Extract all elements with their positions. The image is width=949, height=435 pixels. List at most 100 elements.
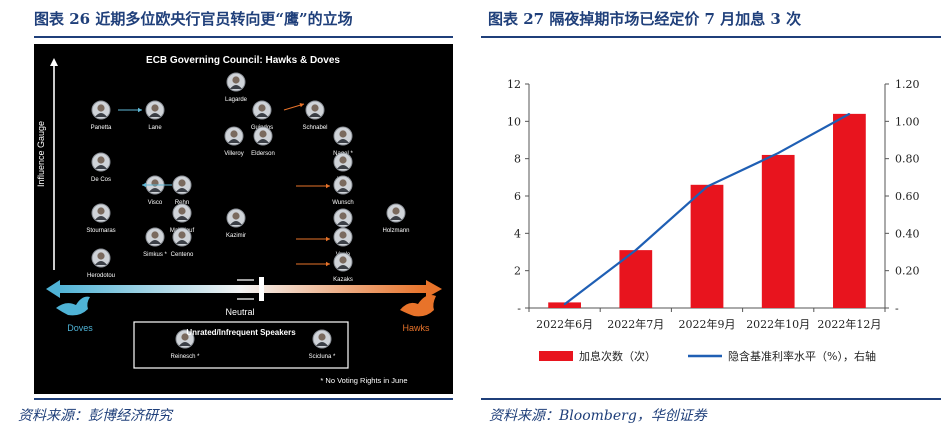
portrait-body: [337, 265, 349, 269]
member-name: Schnabel: [302, 125, 327, 131]
portrait-head: [339, 231, 347, 239]
spectrum-left-arrowhead: [46, 280, 60, 298]
left-source: 资料来源：彭博经济研究: [18, 408, 172, 424]
chart-legend: 加息次数（次） 隐含基准利率水平（%），右轴: [539, 349, 876, 363]
member-name: De Cos: [91, 177, 111, 183]
portrait-head: [339, 156, 347, 164]
bar: [833, 113, 866, 308]
portrait-head: [178, 207, 186, 215]
member-name: Stournaras: [86, 228, 115, 234]
member-name: Kazaks: [333, 277, 353, 283]
left-tick-label: -: [517, 302, 521, 315]
portrait-body: [179, 342, 191, 346]
member-kazaks: Kazaks: [333, 252, 353, 283]
influence-axis-label: Influence Gauge: [36, 121, 46, 187]
left-title-rule: [34, 36, 453, 38]
portrait-body: [256, 113, 268, 117]
right-panel-title: 图表 27 隔夜掉期市场已经定价 7 月加息 3 次: [488, 10, 802, 28]
portrait-body: [95, 165, 107, 169]
movement-arrows: [118, 103, 330, 267]
portrait-body: [230, 85, 242, 89]
member-name: Lane: [148, 125, 162, 131]
member-centeno: Centeno: [171, 227, 194, 258]
unrated-speakers-box: [133, 321, 349, 369]
member-name: Reinesch *: [170, 354, 200, 360]
ecb-hawks-doves-figure: ECB Governing Council: Hawks & Doves Inf…: [34, 44, 453, 394]
member-name: Panetta: [91, 125, 112, 131]
movement-arrowhead: [299, 103, 304, 108]
portrait-head: [97, 207, 105, 215]
portrait-body: [337, 188, 349, 192]
member-lagarde: Lagarde: [225, 72, 248, 103]
portrait-body: [149, 188, 161, 192]
x-tick-label: 2022年6月: [536, 317, 593, 331]
member-wunsch: Wunsch: [332, 175, 354, 206]
spectrum-bar: [56, 285, 426, 293]
portrait-body: [228, 139, 240, 143]
legend-bar-swatch: [539, 351, 573, 361]
portrait-body: [230, 221, 242, 225]
member-name: Wunsch: [332, 200, 354, 206]
left-tick-label: 8: [514, 153, 521, 166]
portrait-head: [258, 104, 266, 112]
portrait-head: [97, 156, 105, 164]
right-tick-label: 0.80: [895, 153, 920, 166]
member-name: Holzmann: [382, 228, 409, 234]
line-series: [563, 112, 851, 306]
portrait-body: [309, 113, 321, 117]
rate-hike-chart: - 2 4 6 8 10 12 - 0.20 0.40 0.60 0.80 1.00 1.20 2022年6…: [507, 78, 920, 363]
legend-bar-label: 加息次数（次）: [579, 349, 656, 363]
right-tick-label: 1.00: [895, 115, 920, 128]
right-bottom-rule: [481, 398, 941, 400]
portrait-body: [95, 216, 107, 220]
line-point: [706, 185, 708, 188]
member-name: Elderson: [251, 151, 275, 157]
x-tick-label: 2022年7月: [607, 317, 664, 331]
right-tick-label: 0.40: [895, 227, 920, 240]
portrait-head: [318, 333, 326, 341]
portrait-head: [339, 179, 347, 187]
member-visco: Visco: [145, 175, 165, 206]
unrated-box-title: Unrated/Infrequent Speakers: [186, 328, 296, 337]
doves-label: Doves: [67, 323, 93, 333]
movement-arrowhead: [138, 107, 142, 113]
member-elderson: Elderson: [251, 126, 275, 157]
portrait-head: [339, 212, 347, 220]
portrait-head: [259, 130, 267, 138]
figure-heading: ECB Governing Council: Hawks & Doves: [146, 55, 340, 66]
member-knot: Knot: [333, 152, 353, 183]
member-name: Kazimir: [226, 233, 246, 239]
member-villeroy: Villeroy: [224, 126, 244, 157]
legend-line-label: 隐含基准利率水平（%），右轴: [728, 349, 876, 363]
portrait-head: [339, 256, 347, 264]
neutral-label: Neutral: [225, 307, 254, 317]
portrait-head: [232, 212, 240, 220]
portrait-body: [337, 221, 349, 225]
member-name: Scicluna *: [309, 354, 336, 360]
movement-arrowhead: [326, 236, 330, 242]
neutral-marker: [259, 277, 264, 301]
voting-footnote: * No Voting Rights in June: [320, 376, 407, 385]
movement-arrowhead: [326, 261, 330, 267]
x-tick-label: 2022年10月: [746, 317, 810, 331]
member-scicluna: Scicluna *: [309, 329, 336, 360]
member-name: Simkus *: [143, 252, 167, 258]
left-tick-label: 6: [514, 190, 521, 203]
line-point: [563, 303, 566, 306]
line-point: [777, 152, 779, 154]
left-tick-label: 12: [507, 78, 521, 91]
member-stournaras: Stournaras: [86, 203, 116, 234]
member-name: Herodotou: [87, 273, 115, 279]
member-name: Villeroy: [224, 151, 244, 157]
spectrum-right-arrowhead: [426, 280, 442, 298]
portrait-head: [97, 252, 105, 260]
right-title-rule: [481, 36, 941, 38]
member-name: Visco: [148, 200, 163, 206]
portrait-head: [151, 104, 159, 112]
member-simkus: Simkus *: [143, 227, 168, 258]
dove-bird-icon: [56, 296, 90, 316]
portrait-head: [178, 179, 186, 187]
portrait-body: [337, 165, 349, 169]
bar: [548, 302, 581, 308]
portrait-body: [257, 139, 269, 143]
